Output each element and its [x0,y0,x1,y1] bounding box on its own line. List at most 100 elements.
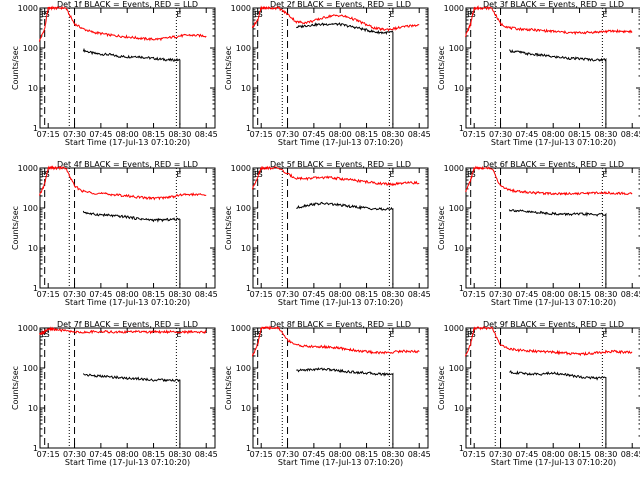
series-line-events [296,201,394,285]
x-tick-label: 08:00 [116,450,139,459]
x-tick-label: 08:45 [408,450,431,459]
detector-chart-8: Det 8f BLACK = Events, RED = LLD 1 10 100 10… [224,320,431,467]
marker-label: E [176,170,181,179]
x-tick-label: 08:30 [168,290,191,299]
x-axis-label: Start Time (17-Jul-13 07:10:20) [491,298,616,307]
x-tick-label: 08:15 [142,130,165,139]
marker-label: E [467,10,472,19]
y-tick-label: 10 [28,244,38,253]
series-line-lld [38,5,207,42]
x-axis-label: Start Time (17-Jul-13 07:10:20) [65,458,190,467]
marker-label: E [254,330,259,339]
y-tick-label: 1000 [444,324,464,333]
x-tick-label: 07:45 [89,130,112,139]
chart-title: Det 1f BLACK = Events, RED = LLD [57,0,198,9]
x-tick-label: 07:15 [463,130,486,139]
y-tick-label: 100 [236,44,251,53]
y-tick-label: 1000 [18,4,38,13]
series-line-lld [38,326,207,336]
marker-label: E [41,170,46,179]
series-line-events [82,373,181,445]
x-tick-label: 07:45 [302,130,325,139]
y-tick-label: 10 [28,84,38,93]
x-tick-label: 07:30 [489,450,512,459]
y-axis-label: Counts/sec [11,206,20,250]
plot-frame [465,167,640,289]
y-tick-label: 10 [454,84,464,93]
x-tick-label: 08:00 [542,450,565,459]
x-tick-label: 07:30 [63,450,86,459]
series-line-lld [251,325,420,357]
x-tick-label: 08:45 [408,290,431,299]
x-tick-label: 07:30 [63,130,86,139]
y-tick-label: 10 [241,244,251,253]
x-tick-label: 08:15 [568,130,591,139]
y-axis-label: Counts/sec [11,46,20,90]
y-tick-label: 1 [246,124,251,133]
marker-label: E [41,10,46,19]
x-axis-label: Start Time (17-Jul-13 07:10:20) [65,298,190,307]
plot-frame [252,7,429,129]
series-line-lld [251,5,420,32]
x-axis-label: Start Time (17-Jul-13 07:10:20) [278,298,403,307]
x-tick-label: 08:30 [594,130,617,139]
y-axis-label: Counts/sec [437,366,446,410]
x-tick-label: 08:30 [381,450,404,459]
chart-title: Det 3f BLACK = Events, RED = LLD [483,0,624,9]
x-axis-label: Start Time (17-Jul-13 07:10:20) [278,138,403,147]
x-tick-label: 07:30 [276,290,299,299]
marker-label: E [389,330,394,339]
detector-chart-4: Det 4f BLACK = Events, RED = LLD 1 10 100 10… [11,160,218,307]
marker-label: S [258,170,263,179]
y-tick-label: 100 [449,44,464,53]
series-line-events [509,369,607,445]
x-tick-label: 07:15 [37,290,60,299]
x-tick-label: 07:15 [37,450,60,459]
marker-label: E [176,330,181,339]
x-tick-label: 07:15 [463,290,486,299]
y-tick-label: 1000 [18,324,38,333]
plot-frame [39,7,216,129]
y-tick-label: 1 [33,284,38,293]
x-tick-label: 07:30 [276,130,299,139]
x-tick-label: 08:45 [195,130,218,139]
series-line-events [82,210,181,285]
y-axis-label: Counts/sec [224,366,233,410]
x-tick-label: 07:30 [276,450,299,459]
y-axis-label: Counts/sec [437,206,446,250]
y-tick-label: 1000 [231,4,251,13]
series-line-events [508,209,607,285]
y-tick-label: 1000 [231,164,251,173]
plot-frame [465,327,640,449]
y-axis-label: Counts/sec [224,46,233,90]
y-axis-label: Counts/sec [224,206,233,250]
x-tick-label: 08:15 [142,450,165,459]
chart-title: Det 6f BLACK = Events, RED = LLD [483,160,624,169]
marker-label: E [602,330,607,339]
x-tick-label: 07:45 [515,450,538,459]
plot-frame [252,167,429,289]
y-tick-label: 10 [241,84,251,93]
chart-title: Det 7f BLACK = Events, RED = LLD [57,320,198,329]
y-tick-label: 1000 [231,324,251,333]
y-tick-label: 100 [23,204,38,213]
marker-label: E [41,330,46,339]
series-line-events [296,22,394,125]
marker-label: S [258,10,263,19]
chart-title: Det 5f BLACK = Events, RED = LLD [270,160,411,169]
x-tick-label: 07:15 [250,450,273,459]
chart-title: Det 4f BLACK = Events, RED = LLD [57,160,198,169]
x-tick-label: 08:00 [116,290,139,299]
marker-label: E [467,170,472,179]
y-tick-label: 1 [33,124,38,133]
y-axis-label: Counts/sec [11,366,20,410]
plot-frame [39,327,216,449]
series-line-events [509,49,607,125]
x-tick-label: 08:45 [621,290,640,299]
x-axis-label: Start Time (17-Jul-13 07:10:20) [491,138,616,147]
x-tick-label: 07:15 [250,130,273,139]
y-tick-label: 10 [454,404,464,413]
chart-title: Det 9f BLACK = Events, RED = LLD [483,320,624,329]
plot-frame [465,7,640,129]
